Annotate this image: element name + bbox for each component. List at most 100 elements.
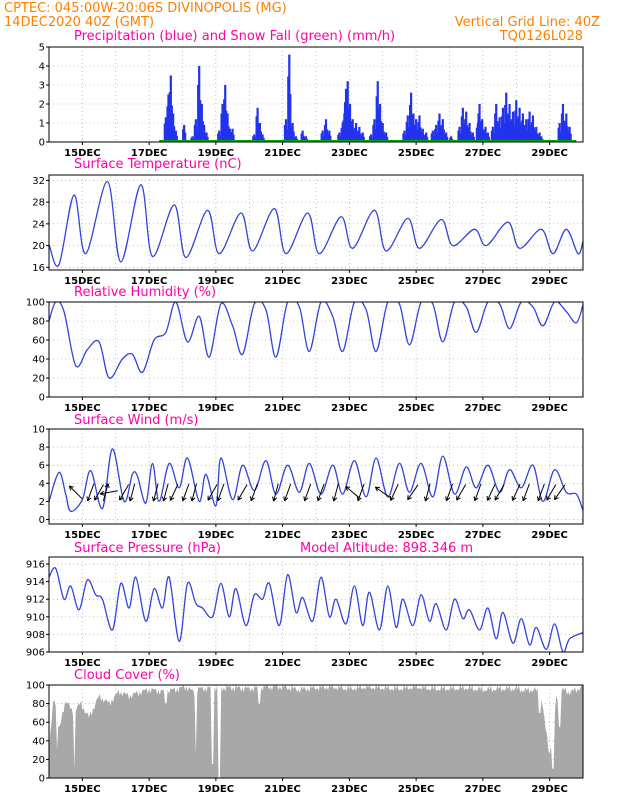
cloud-title: Cloud Cover (%) bbox=[74, 668, 180, 683]
wind-arrow-27 bbox=[445, 483, 454, 502]
precip-bar-83-0 bbox=[532, 127, 536, 142]
precip-bar-35-1 bbox=[345, 96, 348, 142]
precip-bar-28-0 bbox=[322, 135, 325, 142]
precip-bar-30-0 bbox=[329, 135, 332, 142]
rh-xtick-0: 15DEC bbox=[64, 403, 100, 414]
wind-arrow-11 bbox=[190, 483, 197, 502]
temp-panel: 16 20 24 28 32 15DEC 17DEC 19DEC 21DEC 23DEC 25DEC… bbox=[32, 174, 584, 287]
precip-bar-66-1 bbox=[475, 127, 478, 142]
precip-xtick-4: 23DEC bbox=[331, 148, 367, 159]
precip-bar-79-0 bbox=[519, 123, 522, 142]
wind-xtick-6: 27DEC bbox=[465, 530, 501, 541]
pres-line bbox=[49, 567, 583, 652]
wind-arrow-28 bbox=[456, 484, 467, 501]
precip-bar-47-0 bbox=[404, 135, 407, 142]
precip-bar-48-0 bbox=[407, 127, 410, 142]
wind-ytick-4: 8 bbox=[39, 443, 45, 454]
precip-bar-49-1 bbox=[409, 104, 412, 142]
precip-bar-64-0 bbox=[469, 131, 472, 142]
precip-bar-68-0 bbox=[482, 129, 485, 142]
pres-ytick-3: 912 bbox=[26, 595, 45, 606]
precip-bar-80-1 bbox=[520, 120, 524, 142]
precip-bar-85-1 bbox=[537, 134, 540, 142]
wind-xtick-5: 25DEC bbox=[398, 530, 434, 541]
precip-bar-57-1 bbox=[437, 120, 440, 142]
precip-bar-52-1 bbox=[417, 122, 420, 142]
wind-line bbox=[49, 448, 583, 512]
precip-bar-5-1 bbox=[182, 129, 185, 142]
precip-bar-25-1 bbox=[293, 137, 297, 142]
wind-arrow-12 bbox=[207, 484, 218, 501]
temp-ytick-3: 28 bbox=[32, 198, 45, 209]
cloud-xtick-3: 21DEC bbox=[264, 784, 300, 795]
rh-title: Relative Humidity (%) bbox=[74, 285, 216, 300]
precip-bar-51-0 bbox=[416, 129, 419, 142]
precip-bar-6-1 bbox=[190, 137, 193, 142]
model-altitude: Model Altitude: 898.346 m bbox=[300, 541, 473, 556]
rh-frame bbox=[48, 301, 584, 398]
wind-arrow-36 bbox=[553, 484, 566, 501]
temp-title: Surface Temperature (nC) bbox=[74, 157, 242, 172]
precip-bar-82-1 bbox=[527, 119, 530, 142]
wind-arrow-23 bbox=[374, 486, 391, 498]
precip-bar-22-0 bbox=[285, 129, 289, 142]
temp-ytick-2: 24 bbox=[32, 219, 45, 230]
wind-arrow-19 bbox=[316, 483, 325, 502]
precip-bar-55-0 bbox=[432, 135, 435, 142]
wind-arrow-5 bbox=[119, 484, 130, 501]
precip-bar-37-0 bbox=[352, 129, 355, 142]
precip-bar-58-0 bbox=[442, 129, 445, 142]
cloud-xtick-5: 25DEC bbox=[398, 784, 434, 795]
wind-arrow-1 bbox=[86, 483, 95, 502]
precip-bar-18-0 bbox=[254, 137, 257, 142]
wind-ytick-1: 2 bbox=[39, 497, 45, 508]
precip-bar-13-1 bbox=[220, 113, 223, 142]
cloud-xtick-2: 19DEC bbox=[198, 784, 234, 795]
rh-line bbox=[49, 302, 583, 379]
temp-xtick-7: 29DEC bbox=[531, 276, 567, 287]
precip-bar-74-1 bbox=[500, 116, 503, 142]
rh-xtick-3: 21DEC bbox=[264, 403, 300, 414]
precip-bar-4-1 bbox=[173, 133, 176, 142]
wind-arrow-14 bbox=[237, 484, 248, 501]
temp-xtick-1: 17DEC bbox=[131, 276, 167, 287]
wind-arrow-34 bbox=[537, 483, 545, 502]
precip-bar-23-0 bbox=[289, 93, 292, 142]
wind-arrow-30 bbox=[486, 483, 496, 501]
precip-bar-62-1 bbox=[460, 116, 463, 142]
precip-bar-76-1 bbox=[507, 113, 510, 142]
rh-ytick-2: 40 bbox=[32, 355, 45, 366]
precip-xtick-5: 25DEC bbox=[398, 148, 434, 159]
precip-ytick-1: 1 bbox=[39, 119, 45, 130]
precip-bar-58-1 bbox=[440, 124, 443, 142]
precip-bar-81-1 bbox=[524, 124, 527, 142]
wind-arrow-21 bbox=[345, 486, 360, 499]
wind-arrow-18 bbox=[303, 483, 312, 502]
precip-bar-72-0 bbox=[496, 121, 499, 142]
temp-xtick-5: 25DEC bbox=[398, 276, 434, 287]
precip-bar-1-1 bbox=[166, 106, 169, 142]
header-model: TQ0126L028 bbox=[499, 29, 583, 44]
cloud-ytick-3: 60 bbox=[32, 718, 45, 729]
precip-frame bbox=[48, 46, 584, 143]
cloud-xtick-7: 29DEC bbox=[531, 784, 567, 795]
wind-arrow-26 bbox=[423, 483, 431, 502]
precip-bar-63-0 bbox=[466, 125, 469, 142]
precip-bar-39-1 bbox=[357, 130, 360, 142]
wind-arrow-4 bbox=[99, 490, 119, 496]
pres-frame bbox=[48, 556, 584, 653]
precip-bar-45-1 bbox=[380, 127, 383, 142]
wind-ytick-2: 4 bbox=[39, 479, 45, 490]
precip-bar-15-1 bbox=[225, 120, 228, 142]
precip-bar-65-0 bbox=[472, 136, 475, 142]
precip-bar-38-0 bbox=[355, 131, 359, 142]
header-station: CPTEC: 045:00W-20:06S DIVINOPOLIS (MG) bbox=[4, 1, 287, 16]
temp-xtick-3: 21DEC bbox=[264, 276, 300, 287]
precip-xtick-3: 21DEC bbox=[264, 148, 300, 159]
temp-xtick-4: 23DEC bbox=[331, 276, 367, 287]
pres-plot-area bbox=[49, 567, 583, 652]
precip-bar-0-1 bbox=[163, 123, 166, 142]
precip-bar-17-1 bbox=[230, 132, 233, 142]
precip-bar-70-1 bbox=[485, 134, 488, 142]
precip-bar-52-0 bbox=[419, 127, 422, 142]
